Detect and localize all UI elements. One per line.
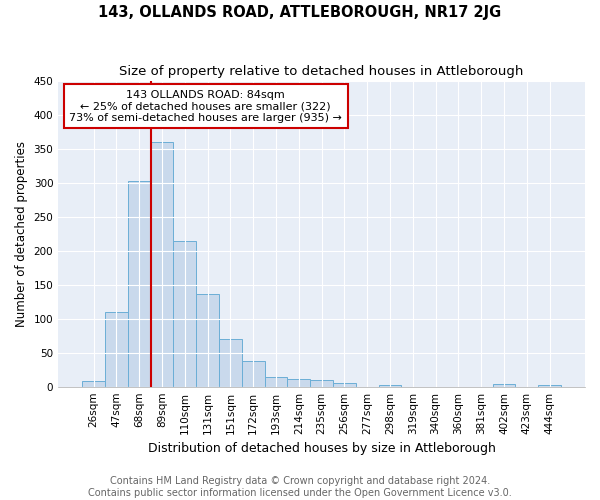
Bar	[242, 361, 265, 386]
Bar	[493, 384, 515, 386]
Bar	[105, 312, 128, 386]
Y-axis label: Number of detached properties: Number of detached properties	[15, 140, 28, 326]
Bar	[219, 339, 242, 386]
Text: 143 OLLANDS ROAD: 84sqm
← 25% of detached houses are smaller (322)
73% of semi-d: 143 OLLANDS ROAD: 84sqm ← 25% of detache…	[69, 90, 342, 123]
Bar	[128, 180, 151, 386]
Bar	[173, 241, 196, 386]
Text: 143, OLLANDS ROAD, ATTLEBOROUGH, NR17 2JG: 143, OLLANDS ROAD, ATTLEBOROUGH, NR17 2J…	[98, 5, 502, 20]
Title: Size of property relative to detached houses in Attleborough: Size of property relative to detached ho…	[119, 65, 524, 78]
X-axis label: Distribution of detached houses by size in Attleborough: Distribution of detached houses by size …	[148, 442, 496, 455]
Text: Contains HM Land Registry data © Crown copyright and database right 2024.
Contai: Contains HM Land Registry data © Crown c…	[88, 476, 512, 498]
Bar	[310, 380, 333, 386]
Bar	[379, 384, 401, 386]
Bar	[265, 377, 287, 386]
Bar	[538, 384, 561, 386]
Bar	[196, 294, 219, 386]
Bar	[287, 378, 310, 386]
Bar	[333, 382, 356, 386]
Bar	[82, 380, 105, 386]
Bar	[151, 142, 173, 386]
